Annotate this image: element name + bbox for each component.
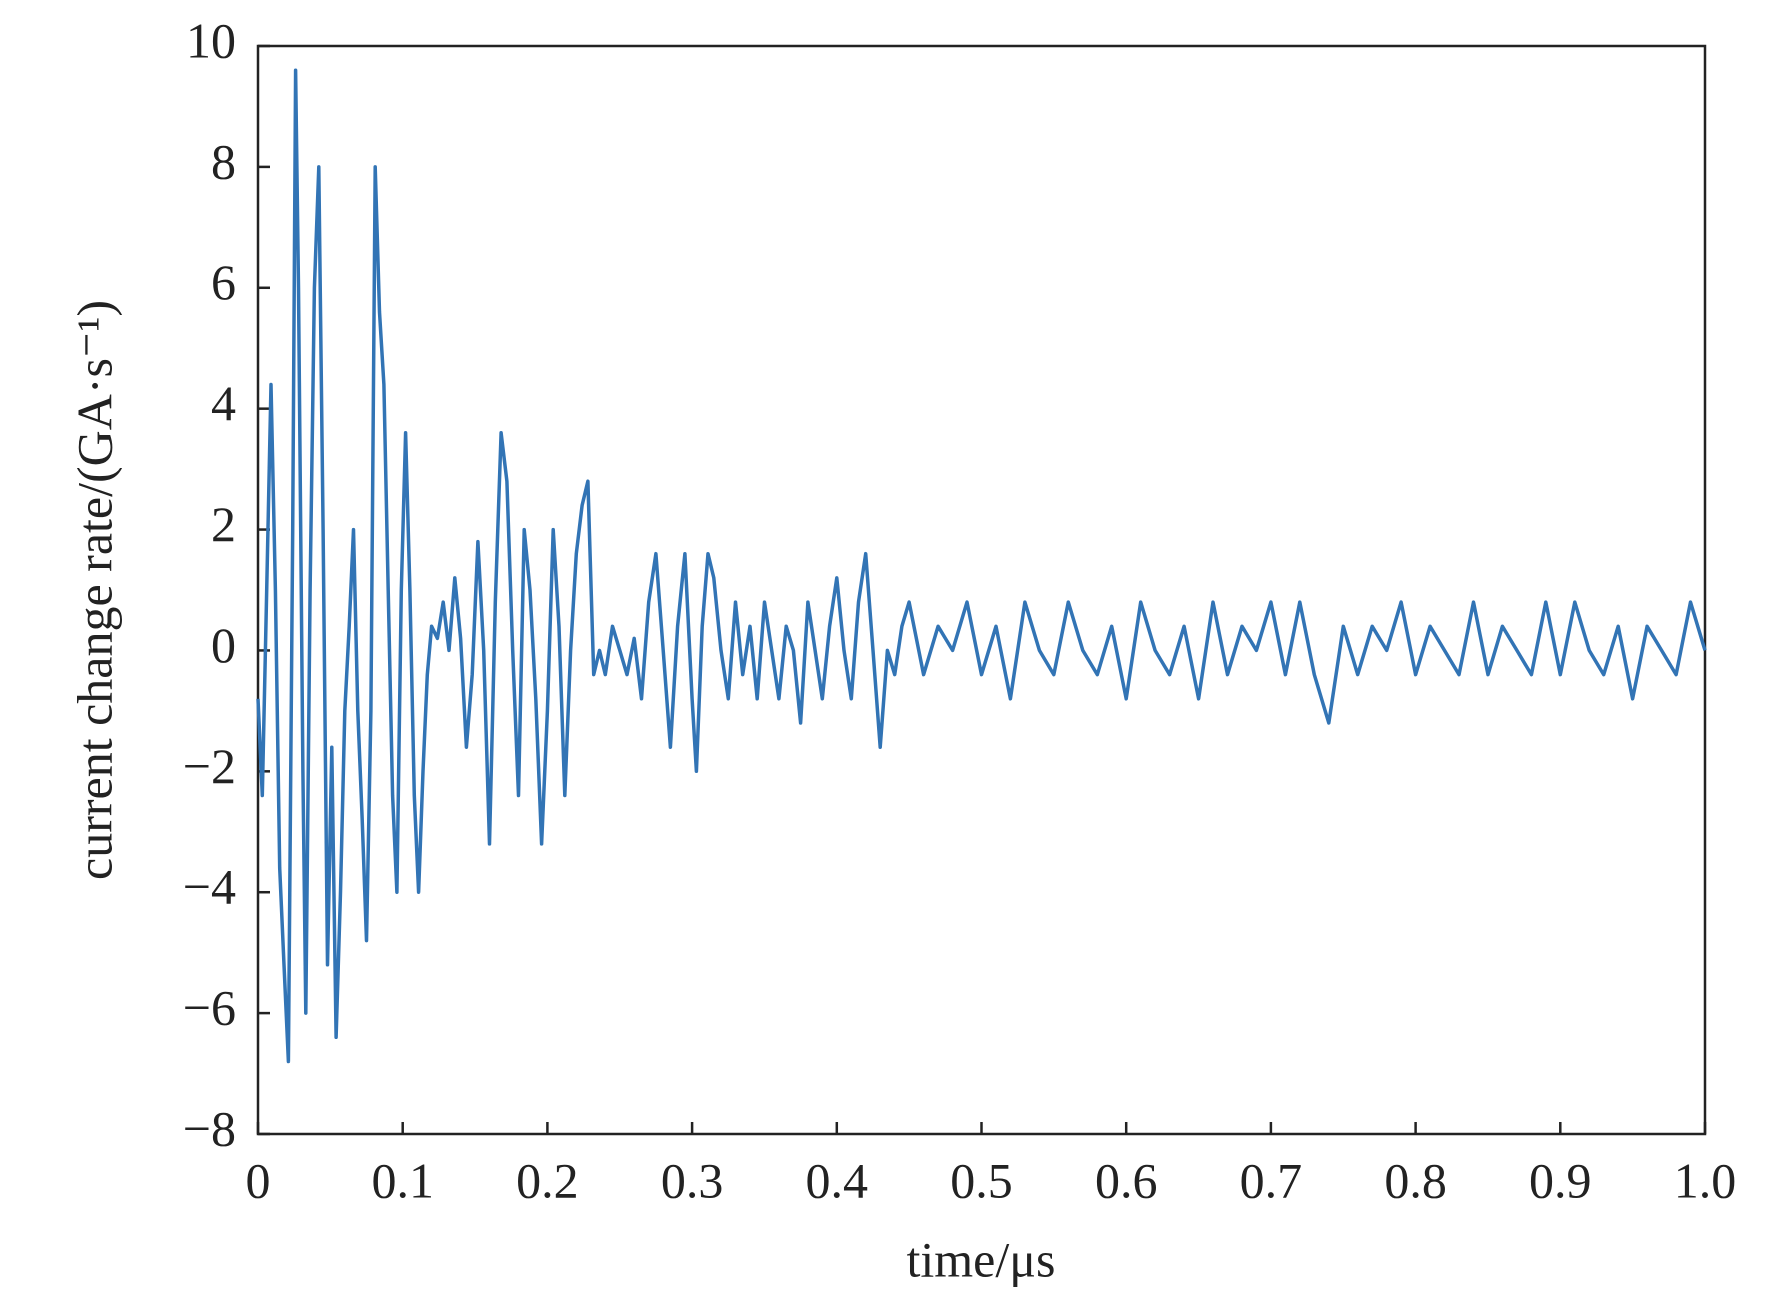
y-tick-label: 0: [211, 617, 236, 673]
y-axis-label: current change rate/(GA·s⁻¹): [66, 300, 122, 880]
x-tick-label: 0.3: [661, 1152, 724, 1208]
y-tick-label: 10: [186, 12, 236, 68]
x-tick-label: 1.0: [1674, 1152, 1737, 1208]
y-tick-label: −6: [183, 980, 236, 1036]
x-tick-label: 0.2: [516, 1152, 579, 1208]
x-tick-label: 0.6: [1095, 1152, 1158, 1208]
x-tick-label: 0.7: [1240, 1152, 1303, 1208]
y-tick-label: 8: [211, 133, 236, 189]
y-tick-label: −4: [183, 859, 236, 915]
y-tick-label: 2: [211, 496, 236, 552]
x-tick-label: 0.9: [1529, 1152, 1592, 1208]
x-tick-label: 0.5: [950, 1152, 1013, 1208]
x-axis-label: time/μs: [906, 1231, 1055, 1287]
y-tick-label: 4: [211, 375, 236, 431]
y-tick-label: 6: [211, 254, 236, 310]
x-tick-label: 0.4: [806, 1152, 869, 1208]
data-line: [256, 68, 1707, 1064]
x-tick-label: 0.8: [1384, 1152, 1447, 1208]
x-tick-label: 0: [246, 1152, 271, 1208]
x-tick-label: 0.1: [371, 1152, 434, 1208]
y-tick-label: −2: [183, 738, 236, 794]
y-tick-label: −8: [183, 1100, 236, 1156]
